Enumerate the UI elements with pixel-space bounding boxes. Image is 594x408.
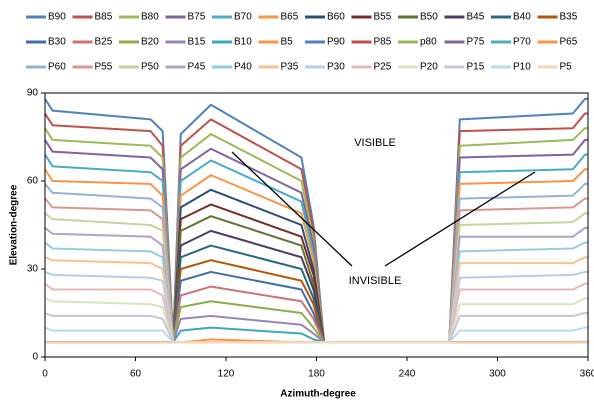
x-tick-label: 120 xyxy=(218,369,235,380)
legend-label: B30 xyxy=(48,37,66,48)
annotation-pointer xyxy=(231,151,353,267)
legend-label: P15 xyxy=(467,62,485,73)
legend-label: P20 xyxy=(420,62,438,73)
legend-label: B10 xyxy=(234,37,252,48)
legend-label: B5 xyxy=(281,37,294,48)
y-tick-label: 30 xyxy=(27,264,39,275)
legend-label: B45 xyxy=(467,12,485,23)
x-tick-label: 180 xyxy=(308,369,325,380)
legend-label: B15 xyxy=(188,37,206,48)
legend-label: B20 xyxy=(141,37,159,48)
legend-label: B60 xyxy=(327,12,345,23)
legend-label: B70 xyxy=(234,12,252,23)
legend-label: B25 xyxy=(95,37,113,48)
legend-label: P5 xyxy=(560,62,573,73)
annotation-pointer xyxy=(384,171,536,267)
x-tick-label: 300 xyxy=(489,369,506,380)
annotation: VISIBLE xyxy=(354,137,396,149)
legend-label: P75 xyxy=(467,37,485,48)
legend-label: P90 xyxy=(327,37,345,48)
y-axis-label: Elevation-degree xyxy=(9,184,20,265)
legend-label: B75 xyxy=(188,12,206,23)
x-tick-label: 60 xyxy=(130,369,142,380)
legend-label: B85 xyxy=(95,12,113,23)
legend-label: P85 xyxy=(374,37,392,48)
legend-label: P45 xyxy=(188,62,206,73)
legend-label: B50 xyxy=(420,12,438,23)
plot-border xyxy=(44,92,589,358)
legend-label: P30 xyxy=(327,62,345,73)
x-tick-label: 240 xyxy=(399,369,416,380)
legend-label: B90 xyxy=(48,12,66,23)
legend-label: B55 xyxy=(374,12,392,23)
legend-label: P70 xyxy=(513,37,531,48)
legend-label: P10 xyxy=(513,62,531,73)
annotation: INVISIBLE xyxy=(349,275,402,287)
x-axis-label: Azimuth-degree xyxy=(280,389,356,400)
legend-label: B40 xyxy=(513,12,531,23)
legend-label: P60 xyxy=(48,62,66,73)
x-tick-label: 360 xyxy=(580,369,594,380)
legend-label: B35 xyxy=(560,12,578,23)
legend-label: P65 xyxy=(560,37,578,48)
x-tick-label: 0 xyxy=(42,369,48,380)
y-tick-label: 60 xyxy=(27,176,39,187)
y-tick-label: 90 xyxy=(27,88,39,99)
y-tick-label: 0 xyxy=(32,352,38,363)
legend-label: B65 xyxy=(281,12,299,23)
legend-label: P40 xyxy=(234,62,252,73)
legend-label: P35 xyxy=(281,62,299,73)
plot-area xyxy=(44,97,588,344)
legend-label: P55 xyxy=(95,62,113,73)
legend-label: P50 xyxy=(141,62,159,73)
legend-label: B80 xyxy=(141,12,159,23)
legend-label: P25 xyxy=(374,62,392,73)
legend-label: p80 xyxy=(420,37,437,48)
